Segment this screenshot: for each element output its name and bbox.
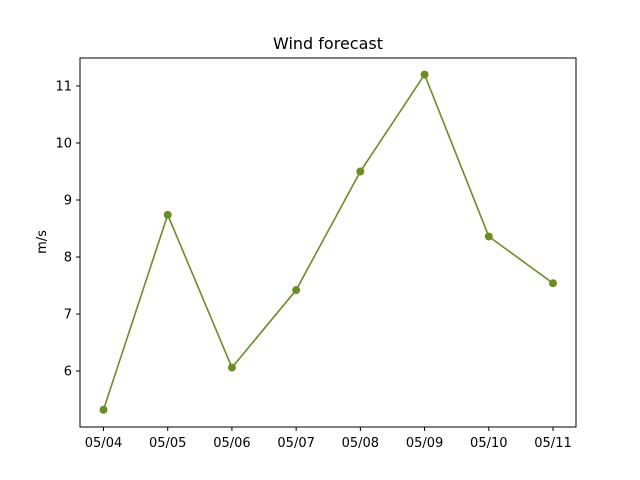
data-point — [549, 279, 557, 288]
y-tick-label: 8 — [64, 251, 72, 266]
chart-title: Wind forecast — [273, 34, 383, 53]
x-tick-label: 05/09 — [406, 436, 443, 451]
data-point — [484, 232, 493, 241]
data-point — [227, 363, 236, 372]
y-tick-label: 9 — [64, 194, 72, 209]
x-tick-label: 05/05 — [149, 436, 186, 451]
data-point — [163, 210, 172, 219]
data-point — [420, 70, 429, 79]
data-point — [356, 167, 365, 176]
data-point — [292, 286, 301, 295]
series-line — [102, 73, 554, 411]
x-tick-label: 05/11 — [534, 436, 571, 451]
x-tick-label: 05/10 — [470, 436, 507, 451]
x-tick-label: 05/04 — [85, 436, 122, 451]
y-tick-label: 10 — [55, 137, 72, 152]
y-tick-label: 7 — [64, 308, 72, 323]
y-tick-label: 6 — [64, 365, 72, 380]
x-tick-label: 05/08 — [342, 436, 379, 451]
plot-area: 6 7 8 9 10 11 05/04 05/05 05/06 05/07 05/08 05/09 05… — [55, 70, 572, 451]
y-tick-label: 11 — [55, 80, 72, 95]
x-tick-label: 05/07 — [277, 436, 314, 451]
data-point — [99, 405, 108, 414]
x-tick-label: 05/06 — [213, 436, 250, 451]
plot-frame — [79, 57, 577, 428]
y-axis-label: m/s — [35, 230, 50, 254]
